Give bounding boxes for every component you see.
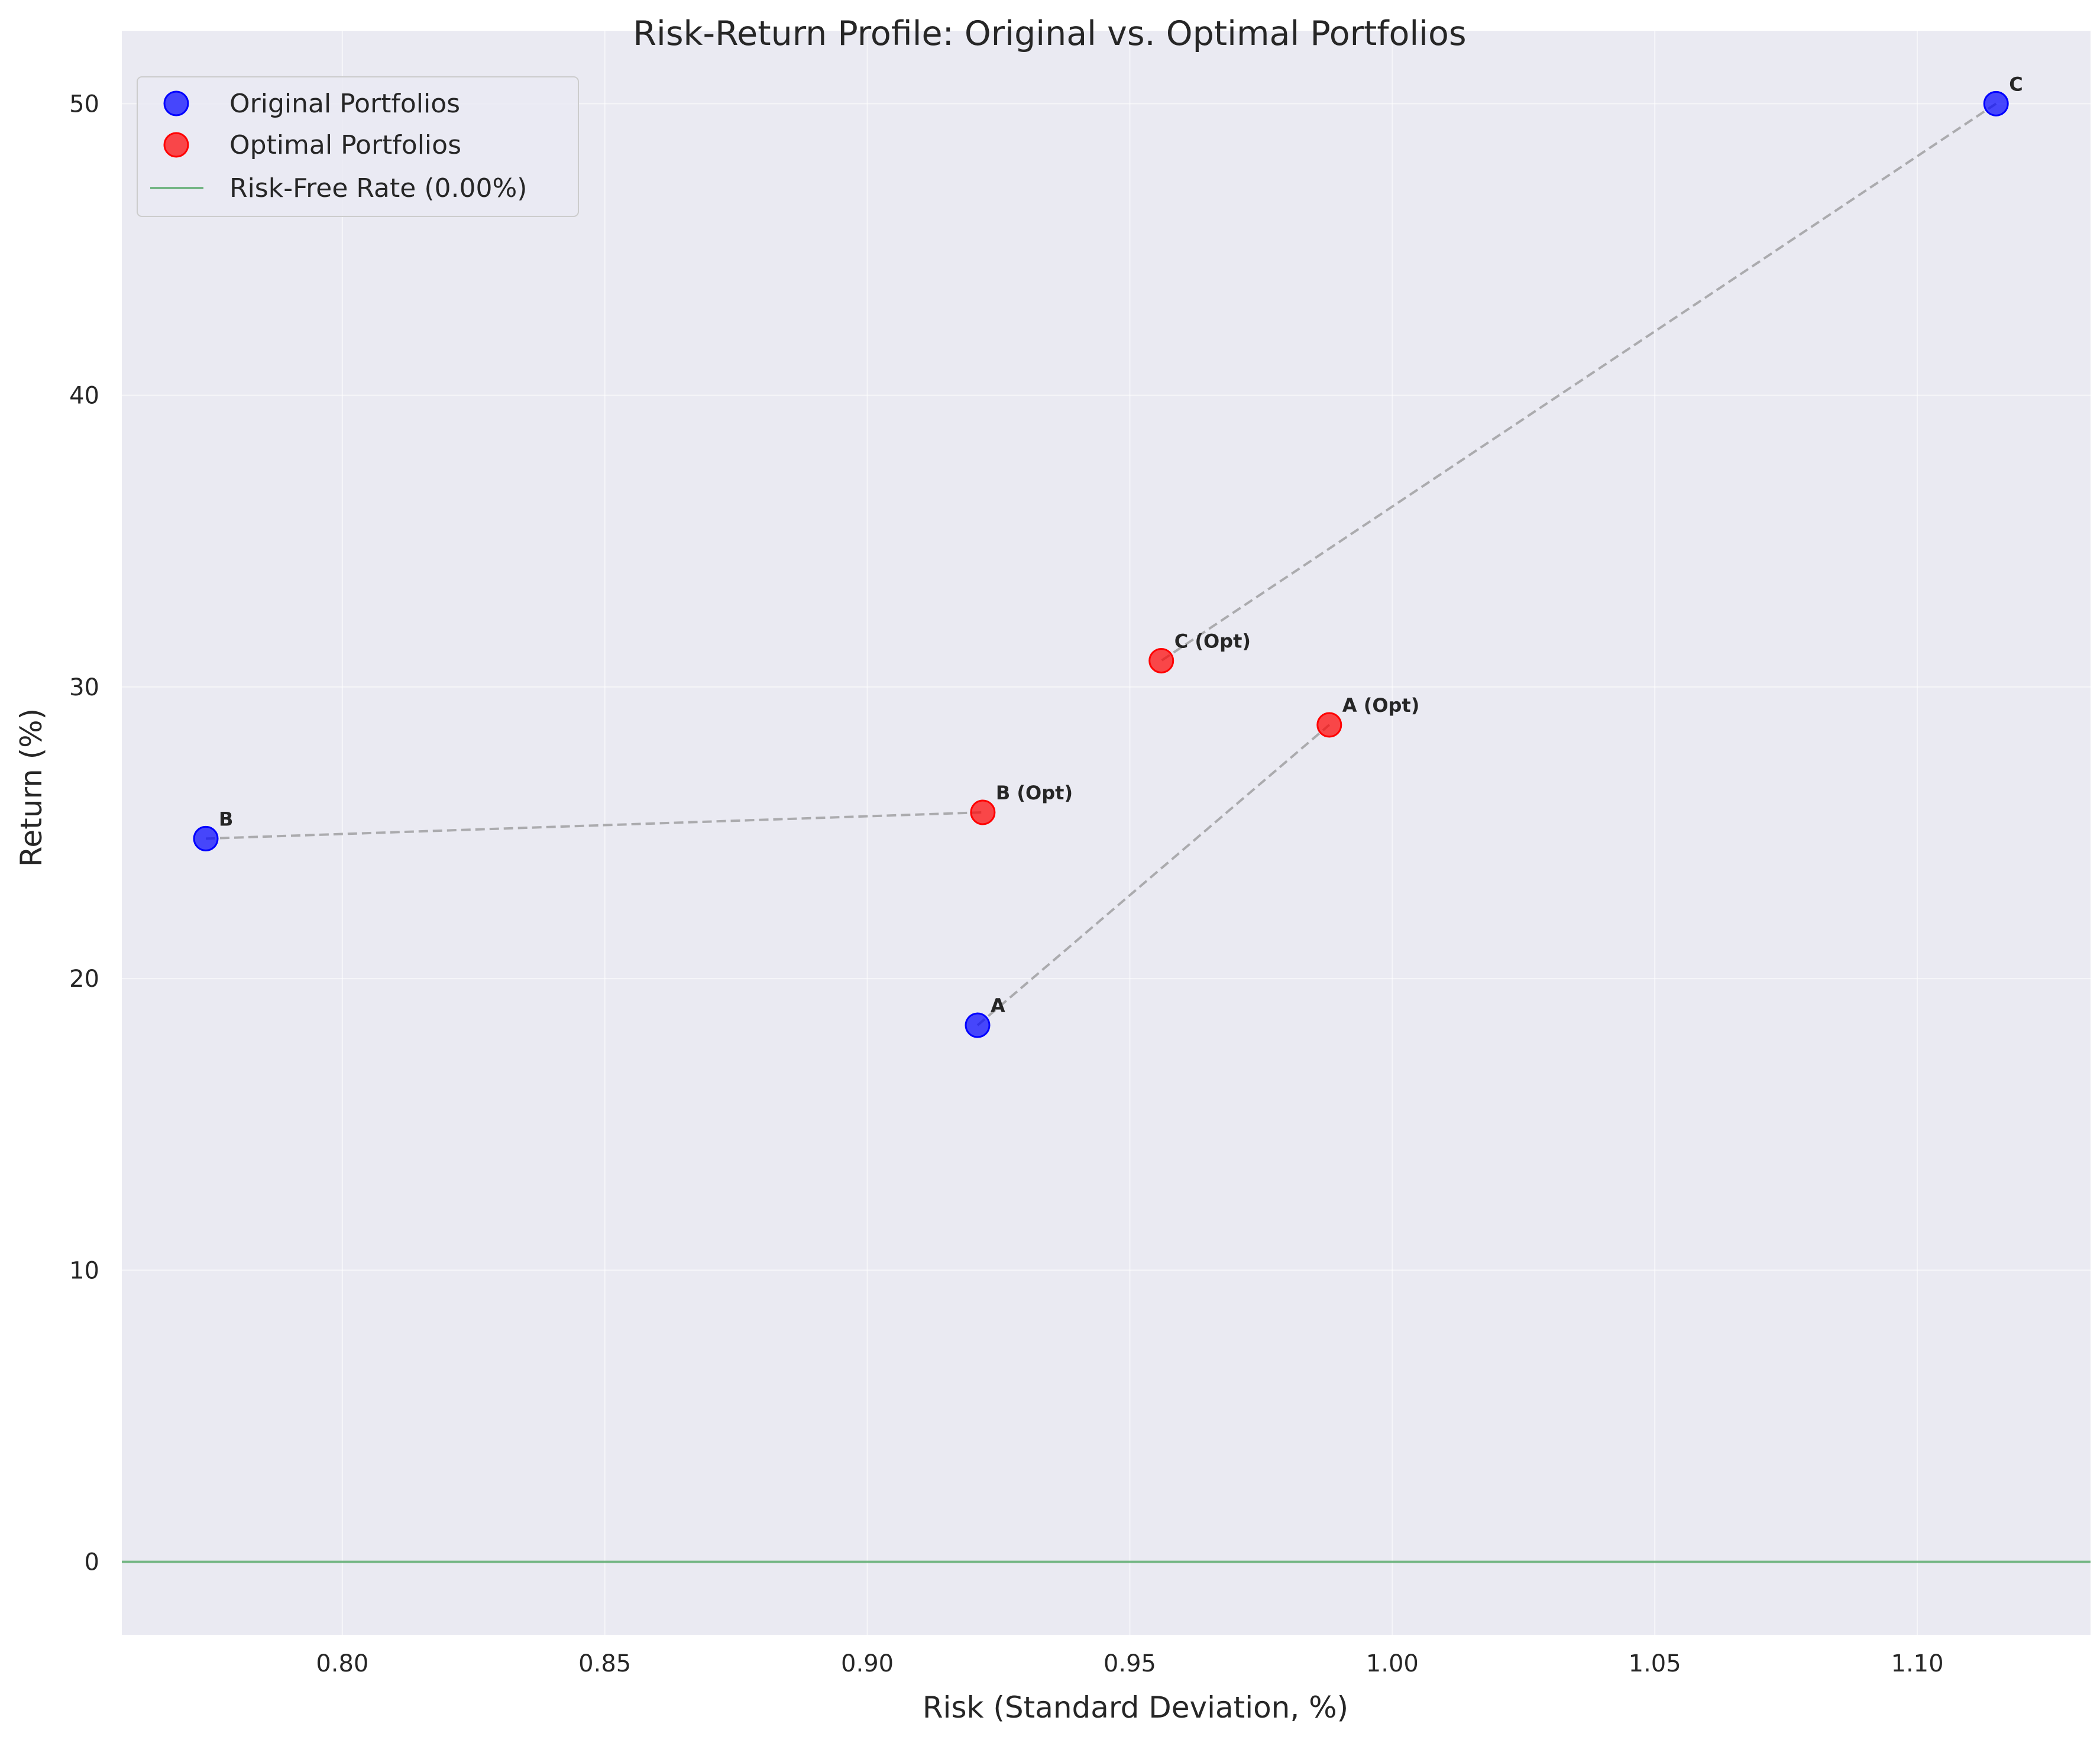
optimal-point	[970, 799, 996, 825]
y-tick-label: 30	[69, 674, 99, 701]
optimal-point	[1148, 647, 1174, 673]
plot-area	[122, 31, 2091, 1635]
point-labels: A B C A (Opt) B (Opt) C (Opt)	[219, 73, 2023, 1017]
point-label: A	[991, 994, 1005, 1017]
x-tick-label: 0.95	[1104, 1650, 1156, 1677]
point-label: A (Opt)	[1342, 694, 1420, 717]
x-tick-label: 0.80	[316, 1650, 368, 1677]
connection-lines	[205, 102, 1997, 1026]
legend-label-original: Original Portfolios	[229, 89, 460, 119]
legend-marker-optimal	[163, 132, 189, 158]
connection-line	[976, 724, 1331, 1026]
data-points	[193, 90, 2009, 1038]
x-axis-ticks: 0.80 0.85 0.90 0.95 1.00 1.05 1.10	[316, 1650, 1943, 1677]
optimal-point	[1316, 712, 1342, 738]
legend-frame	[137, 76, 579, 217]
point-label: C	[2009, 73, 2023, 95]
y-tick-label: 0	[85, 1549, 99, 1576]
y-tick-label: 20	[69, 966, 99, 993]
legend: Original Portfolios Optimal Portfolios R…	[137, 76, 579, 217]
y-tick-label: 50	[69, 90, 99, 118]
point-label: B (Opt)	[996, 782, 1073, 804]
y-axis-ticks: 0 10 20 30 40 50	[69, 90, 99, 1576]
x-tick-label: 0.90	[841, 1650, 894, 1677]
original-point	[1983, 90, 2009, 116]
legend-label-risk-free: Risk-Free Rate (0.00%)	[229, 173, 527, 203]
connection-line	[1160, 102, 1997, 662]
x-tick-label: 1.05	[1629, 1650, 1681, 1677]
original-point	[965, 1012, 991, 1038]
chart-title: Risk-Return Profile: Original vs. Optima…	[633, 14, 1466, 53]
y-tick-label: 40	[69, 383, 99, 410]
x-tick-label: 1.00	[1366, 1650, 1419, 1677]
y-axis-label: Return (%)	[14, 708, 48, 867]
point-label: B	[219, 808, 233, 830]
x-tick-label: 1.10	[1891, 1650, 1944, 1677]
x-tick-label: 0.85	[578, 1650, 631, 1677]
point-label: C (Opt)	[1174, 630, 1251, 652]
y-tick-label: 10	[69, 1257, 99, 1284]
legend-marker-original	[163, 90, 189, 116]
x-axis-label: Risk (Standard Deviation, %)	[923, 1690, 1348, 1725]
original-point	[193, 825, 219, 851]
connection-line	[205, 811, 983, 840]
legend-label-optimal: Optimal Portfolios	[229, 130, 461, 160]
